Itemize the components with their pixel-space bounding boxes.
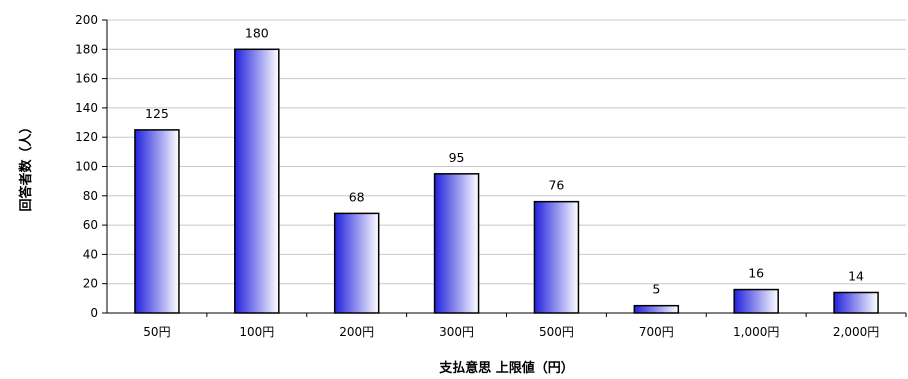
data-label: 14 (848, 268, 864, 283)
bar (433, 173, 480, 314)
data-label: 95 (449, 150, 465, 165)
data-label: 68 (349, 189, 365, 204)
y-tick-label: 80 (83, 189, 98, 203)
y-tick-label: 40 (83, 247, 98, 261)
x-tick-label: 500円 (539, 325, 574, 339)
bar (733, 288, 779, 314)
y-tick-label: 160 (75, 72, 98, 86)
bar (833, 291, 879, 314)
x-tick-label: 1,000円 (733, 325, 779, 339)
x-tick-labels: 50円 100円 200円 300円 500円 700円 1,000円 2,000円 (143, 313, 907, 339)
data-label: 76 (548, 178, 564, 193)
bar (234, 48, 280, 314)
bar (333, 212, 380, 314)
data-labels: 125 180 68 95 76 5 16 14 (145, 25, 864, 296)
y-tick-label: 140 (75, 101, 98, 115)
y-tick-label: 200 (75, 13, 98, 27)
x-tick-label: 300円 (439, 325, 474, 339)
y-axis-title: 回答者数（人） (18, 120, 34, 211)
y-tick-label: 120 (75, 130, 98, 144)
data-label: 125 (145, 106, 169, 121)
x-tick-label: 2,000円 (833, 325, 879, 339)
y-tick-label: 180 (75, 42, 98, 56)
y-tick-label: 20 (83, 277, 98, 291)
bar (633, 304, 680, 314)
bar (134, 129, 180, 314)
x-tick-label: 200円 (339, 325, 374, 339)
y-tick-label: 60 (83, 218, 98, 232)
bars (134, 48, 879, 314)
x-tick-label: 700円 (639, 325, 674, 339)
x-axis-title: 支払意思 上限値（円） (438, 360, 574, 376)
bar (533, 200, 580, 314)
data-label: 180 (245, 25, 269, 40)
y-tick-labels: 0 20 40 60 80 100 120 140 160 180 200 (75, 13, 107, 320)
data-label: 16 (748, 266, 764, 281)
gridlines (107, 19, 906, 285)
x-tick-label: 50円 (143, 325, 170, 339)
y-tick-label: 100 (75, 160, 98, 174)
data-label: 5 (652, 282, 660, 297)
y-tick-label: 0 (90, 306, 98, 320)
x-tick-label: 100円 (239, 325, 274, 339)
